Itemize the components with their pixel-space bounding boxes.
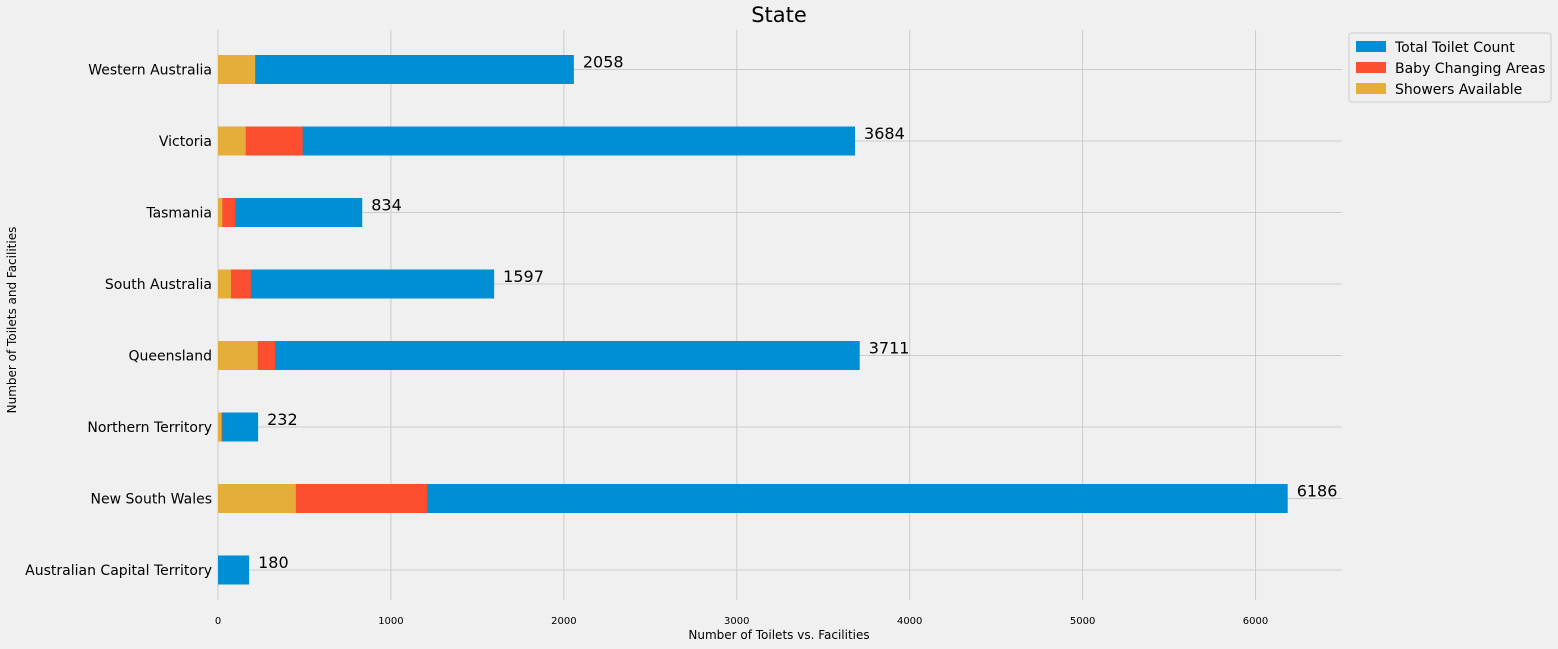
value-label-queensland: 3711 [869, 339, 910, 358]
bar-total-toilet-count-tasmania [218, 198, 363, 227]
bar-showers-available-victoria [218, 126, 246, 156]
bar-showers-available-tasmania [218, 198, 223, 227]
legend-swatch-showers [1356, 83, 1386, 94]
value-labels: 180 6186 232 3711 1597 834 3684 2058 [258, 53, 1337, 573]
y-tick-label-northern-territory: Northern Territory [87, 420, 212, 436]
value-label-northern-territory: 232 [267, 410, 298, 429]
x-tick-label-1000: 1000 [378, 616, 403, 627]
legend-label-baby: Baby Changing Areas [1395, 61, 1545, 77]
legend-swatch-total [1356, 41, 1386, 52]
bar-total-toilet-count-queensland [218, 341, 860, 370]
legend-label-showers: Showers Available [1395, 82, 1522, 98]
bar-total-toilet-count-western-australia [218, 55, 574, 84]
legend-label-total: Total Toilet Count [1394, 40, 1515, 56]
y-tick-label-western-australia: Western Australia [88, 63, 212, 79]
bar-showers-available-northern-territory [218, 412, 222, 442]
bar-total-toilet-count-australian-capital-territory [218, 555, 250, 585]
legend-swatch-baby [1356, 62, 1386, 73]
x-tick-label-0: 0 [215, 616, 221, 627]
x-tick-label-3000: 3000 [724, 616, 749, 627]
value-label-victoria: 3684 [864, 124, 905, 143]
value-label-south-australia: 1597 [503, 267, 544, 286]
bar-showers-available-south-australia [218, 269, 231, 299]
value-label-western-australia: 2058 [583, 53, 624, 72]
x-tick-label-4000: 4000 [897, 616, 922, 627]
y-tick-label-tasmania: Tasmania [145, 206, 212, 222]
bar-total-toilet-count-victoria [218, 126, 856, 156]
bars [218, 55, 1288, 585]
x-tick-label-6000: 6000 [1243, 616, 1268, 627]
legend-box [1348, 32, 1552, 103]
bar-total-toilet-count-south-australia [218, 269, 495, 299]
legend: Total Toilet Count Baby Changing Areas S… [1348, 32, 1552, 103]
x-tick-label-5000: 5000 [1070, 616, 1095, 627]
bar-total-toilet-count-northern-territory [218, 412, 259, 442]
x-axis-label: Number of Toilets vs. Facilities [688, 628, 869, 642]
y-tick-label-new-south-wales: New South Wales [91, 492, 212, 508]
bar-showers-available-new-south-wales [218, 484, 296, 513]
x-tick-labels: 0 1000 2000 3000 4000 5000 6000 [215, 616, 1268, 627]
y-tick-label-south-australia: South Australia [105, 277, 212, 293]
y-tick-label-australian-capital-territory: Australian Capital Territory [25, 563, 212, 579]
value-label-tasmania: 834 [371, 196, 402, 215]
bar-showers-available-western-australia [218, 55, 256, 84]
value-label-australian-capital-territory: 180 [258, 553, 289, 572]
y-axis-label: Number of Toilets and Facilities [5, 227, 19, 414]
chart-title: State [751, 3, 807, 27]
bar-showers-available-queensland [218, 341, 258, 370]
value-label-new-south-wales: 6186 [1297, 482, 1338, 501]
y-tick-label-queensland: Queensland [128, 349, 212, 365]
y-tick-labels: Australian Capital Territory New South Wa… [25, 63, 212, 580]
x-tick-label-2000: 2000 [551, 616, 576, 627]
y-tick-label-victoria: Victoria [159, 134, 212, 150]
